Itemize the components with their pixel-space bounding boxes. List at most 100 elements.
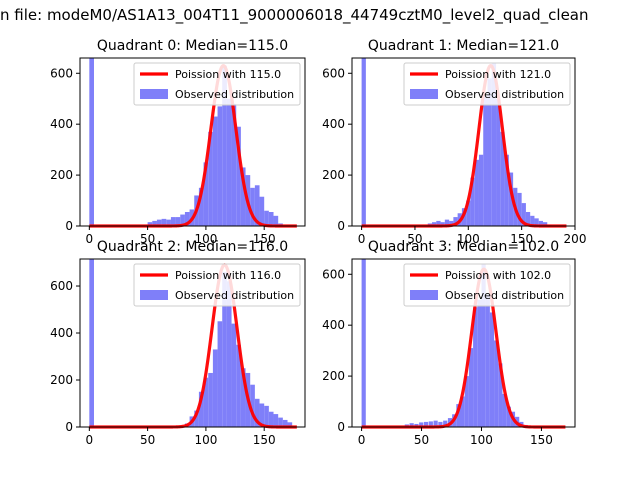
hist-bar xyxy=(438,421,443,427)
axes-frame xyxy=(351,258,576,428)
y-tick-label: 400 xyxy=(50,326,73,340)
hist-bar xyxy=(268,212,274,226)
hist-bar xyxy=(456,404,461,427)
y-tick-label: 600 xyxy=(50,279,73,293)
subplot-1: 0 50 100 150 200 0 200 400 600 Quadrant 1: Median… xyxy=(322,38,586,246)
hist-bar xyxy=(468,348,474,427)
y-tick-label: 200 xyxy=(50,168,73,182)
x-tick-label: 0 xyxy=(358,433,366,447)
subplot-0: 0 50 100 150 0 200 400 600 Quadrant 0: Median=11… xyxy=(50,38,306,246)
x-tick-label: 0 xyxy=(358,232,366,246)
hist-bar xyxy=(534,218,539,226)
x-tick-label: 150 xyxy=(510,232,533,246)
subplot-title: Quadrant 1: Median=121.0 xyxy=(368,38,559,54)
hist-bar xyxy=(180,214,185,226)
hist-bar xyxy=(198,187,204,226)
hist-bar xyxy=(222,271,227,427)
hist-bar xyxy=(478,154,484,226)
hist-bar xyxy=(250,384,255,427)
x-tick-label: 50 xyxy=(140,433,155,447)
hist-bar xyxy=(517,192,522,226)
hist-bar xyxy=(217,321,223,427)
x-tick-label: 150 xyxy=(253,433,276,447)
hist-bar xyxy=(264,405,269,427)
x-tick-label: 100 xyxy=(457,232,480,246)
hist-bar xyxy=(278,417,283,427)
hist-bar xyxy=(161,218,167,226)
hist-bar xyxy=(498,363,503,427)
x-tick-label: 150 xyxy=(253,232,276,246)
hist-bar xyxy=(208,131,213,226)
subplot-2: 0 50 100 150 0 200 400 600 Quadrant 2: Median=11… xyxy=(50,239,306,447)
hist-bar xyxy=(521,203,526,226)
legend-bar-swatch xyxy=(410,290,438,300)
hist-bar xyxy=(170,217,176,226)
hist-bar xyxy=(538,220,543,226)
hist-bar xyxy=(156,219,162,226)
axes-frame xyxy=(351,57,576,227)
hist-bar xyxy=(542,222,548,226)
legend-label-observed: Observed distribution xyxy=(175,289,294,302)
hist-bar xyxy=(477,299,482,427)
subplot-3: 0 50 100 150 0 200 400 600 Quadrant 3: Median=10… xyxy=(322,239,576,447)
hist-bar xyxy=(428,421,433,427)
hist-bar xyxy=(259,403,265,427)
y-tick-label: 0 xyxy=(337,420,345,434)
axes-frame xyxy=(79,258,306,428)
legend-box xyxy=(403,263,571,307)
y-tick-label: 400 xyxy=(322,117,345,131)
hist-bar xyxy=(203,377,209,427)
hist-bar xyxy=(231,323,237,427)
hist-bar xyxy=(436,220,441,226)
legend-label-observed: Observed distribution xyxy=(445,289,564,302)
y-tick-label: 0 xyxy=(65,420,73,434)
axes-frame xyxy=(79,57,306,227)
x-tick-label: 150 xyxy=(530,433,553,447)
hist-bar xyxy=(240,368,246,427)
hist-bar xyxy=(89,58,94,226)
hist-bar xyxy=(217,106,223,226)
hist-bar xyxy=(530,215,535,226)
x-tick-label: 50 xyxy=(414,433,429,447)
hist-bar xyxy=(236,126,241,226)
hist-bar xyxy=(175,217,181,226)
hist-bar xyxy=(423,421,429,427)
legend-bar-swatch xyxy=(140,89,168,99)
hist-bar xyxy=(226,98,232,226)
legend-bar-swatch xyxy=(410,89,438,99)
subplot-title: Quadrant 3: Median=102.0 xyxy=(368,239,559,255)
y-tick-label: 0 xyxy=(337,219,345,233)
figure-suptitle: n file: modeM0/AS1A13_004T11_9000006018_… xyxy=(0,6,589,24)
x-tick-label: 100 xyxy=(194,232,217,246)
y-tick-label: 600 xyxy=(50,66,73,80)
hist-bar xyxy=(453,217,458,226)
hist-bar xyxy=(489,312,495,427)
y-tick-label: 0 xyxy=(65,219,73,233)
hist-bar xyxy=(250,187,255,226)
hist-bar xyxy=(460,396,465,427)
hist-bar xyxy=(525,212,531,226)
hist-bar xyxy=(89,259,94,427)
x-tick-label: 50 xyxy=(407,232,422,246)
x-tick-label: 200 xyxy=(564,232,587,246)
hist-bar xyxy=(506,406,511,427)
hist-bar xyxy=(483,96,488,226)
legend-label-observed: Observed distribution xyxy=(445,88,564,101)
hist-bar xyxy=(502,393,507,427)
hist-bar xyxy=(166,219,171,226)
y-tick-label: 600 xyxy=(322,267,345,281)
hist-bar xyxy=(198,391,204,427)
legend-label-observed: Observed distribution xyxy=(175,88,294,101)
hist-bar xyxy=(440,222,445,226)
x-tick-label: 50 xyxy=(140,232,155,246)
x-tick-label: 100 xyxy=(194,433,217,447)
hist-bar xyxy=(433,420,438,427)
hist-bar xyxy=(474,159,479,226)
y-tick-label: 600 xyxy=(322,66,345,80)
legend-label-poisson: Poission with 121.0 xyxy=(445,68,551,81)
hist-bar xyxy=(194,410,199,427)
hist-bar xyxy=(236,344,241,427)
legend-label-poisson: Poission with 102.0 xyxy=(445,269,551,282)
hist-bar xyxy=(184,212,190,226)
legend-box xyxy=(133,263,301,307)
